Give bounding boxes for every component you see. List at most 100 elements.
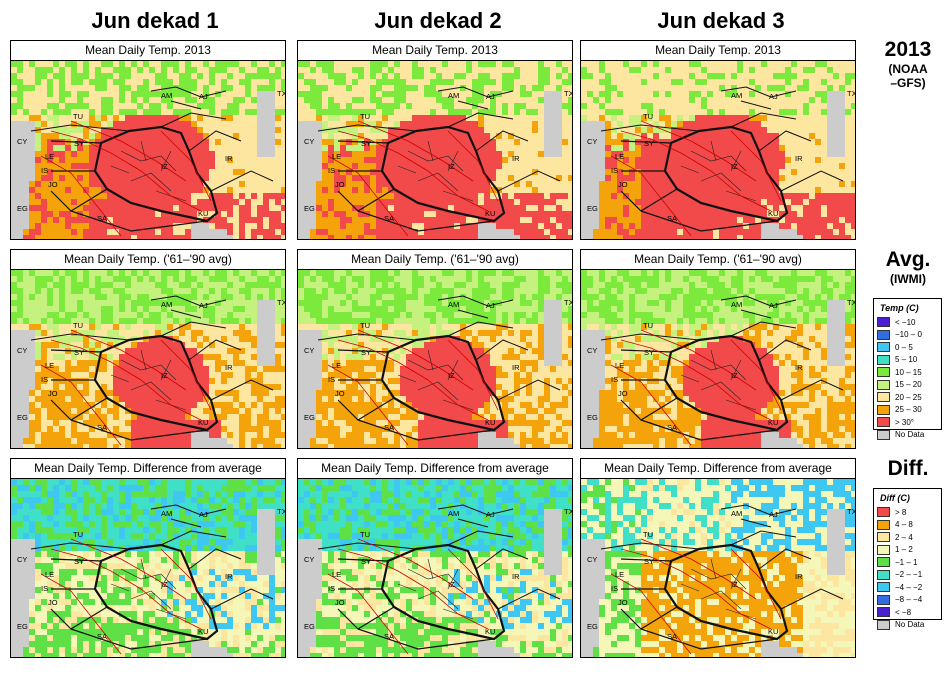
grid-cell — [59, 306, 65, 312]
grid-cell — [179, 187, 185, 193]
grid-cell — [47, 300, 53, 306]
grid-cell — [203, 294, 209, 300]
grid-cell — [334, 199, 340, 205]
grid-cell — [635, 217, 641, 223]
grid-cell — [406, 223, 412, 229]
grid-cell — [767, 145, 773, 151]
grid-cell — [436, 85, 442, 91]
grid-cell — [376, 67, 382, 73]
grid-cell — [460, 73, 466, 79]
grid-cell — [827, 181, 833, 187]
grid-cell — [460, 169, 466, 175]
grid-cell — [568, 175, 572, 181]
grid-cell — [532, 79, 538, 85]
grid-cell — [785, 199, 791, 205]
grid-cell — [143, 217, 149, 223]
grid-cell — [95, 276, 101, 282]
grid-cell — [101, 157, 107, 163]
grid-cell — [514, 115, 520, 121]
grid-cell — [737, 67, 743, 73]
grid-cell — [113, 217, 119, 223]
grid-cell — [755, 91, 761, 97]
grid-cell — [29, 270, 35, 276]
grid-cell — [839, 97, 845, 103]
grid-cell — [562, 217, 568, 223]
grid-cell — [29, 109, 35, 115]
grid-cell — [83, 133, 89, 139]
grid-cell — [617, 79, 623, 85]
grid-cell — [707, 181, 713, 187]
grid-cell — [803, 121, 809, 127]
grid-cell — [731, 145, 737, 151]
grid-cell — [149, 330, 155, 336]
grid-cell — [203, 85, 209, 91]
grid-cell — [23, 181, 29, 187]
grid-cell — [191, 318, 197, 324]
grid-cell — [478, 229, 484, 235]
grid-cell — [496, 169, 502, 175]
grid-cell — [376, 109, 382, 115]
grid-cell — [35, 115, 41, 121]
grid-cell — [239, 300, 245, 306]
grid-cell — [65, 187, 71, 193]
grid-cell — [245, 211, 251, 217]
grid-cell — [701, 169, 707, 175]
grid-cell — [514, 133, 520, 139]
grid-cell — [508, 211, 514, 217]
grid-cell — [472, 175, 478, 181]
grid-cell — [245, 121, 251, 127]
grid-cell — [215, 103, 221, 109]
grid-cell — [71, 342, 77, 348]
grid-cell — [496, 229, 502, 235]
grid-cell — [179, 336, 185, 342]
grid-cell — [364, 73, 370, 79]
grid-cell — [761, 205, 767, 211]
grid-cell — [65, 294, 71, 300]
grid-cell — [581, 193, 587, 199]
grid-cell — [143, 187, 149, 193]
grid-cell — [593, 133, 599, 139]
grid-cell — [466, 193, 472, 199]
grid-cell — [83, 366, 89, 372]
grid-cell — [713, 103, 719, 109]
grid-cell — [125, 187, 131, 193]
grid-cell — [815, 127, 821, 133]
grid-cell — [29, 294, 35, 300]
grid-cell — [101, 109, 107, 115]
grid-cell — [773, 187, 779, 193]
grid-cell — [35, 151, 41, 157]
grid-cell — [89, 121, 95, 127]
grid-cell — [35, 217, 41, 223]
grid-cell — [689, 229, 695, 235]
grid-cell — [95, 205, 101, 211]
grid-cell — [233, 282, 239, 288]
country-label-eg: EG — [587, 204, 598, 213]
grid-cell — [328, 115, 334, 121]
grid-cell — [161, 91, 167, 97]
grid-cell — [520, 73, 526, 79]
grid-cell — [17, 187, 23, 193]
grid-cell — [185, 282, 191, 288]
grid-cell — [41, 235, 47, 239]
grid-cell — [316, 181, 322, 187]
grid-cell — [677, 175, 683, 181]
grid-cell — [53, 354, 59, 360]
grid-cell — [125, 79, 131, 85]
grid-cell — [197, 235, 203, 239]
grid-cell — [851, 217, 855, 223]
grid-cell — [41, 151, 47, 157]
grid-cell — [35, 145, 41, 151]
grid-cell — [35, 91, 41, 97]
grid-cell — [107, 61, 113, 67]
grid-cell — [737, 157, 743, 163]
grid-cell — [400, 229, 406, 235]
grid-cell — [137, 199, 143, 205]
grid-cell — [35, 181, 41, 187]
grid-cell — [815, 193, 821, 199]
grid-cell — [83, 109, 89, 115]
grid-cell — [701, 151, 707, 157]
grid-cell — [221, 366, 227, 372]
grid-cell — [251, 342, 257, 348]
grid-cell — [328, 211, 334, 217]
grid-cell — [209, 229, 215, 235]
